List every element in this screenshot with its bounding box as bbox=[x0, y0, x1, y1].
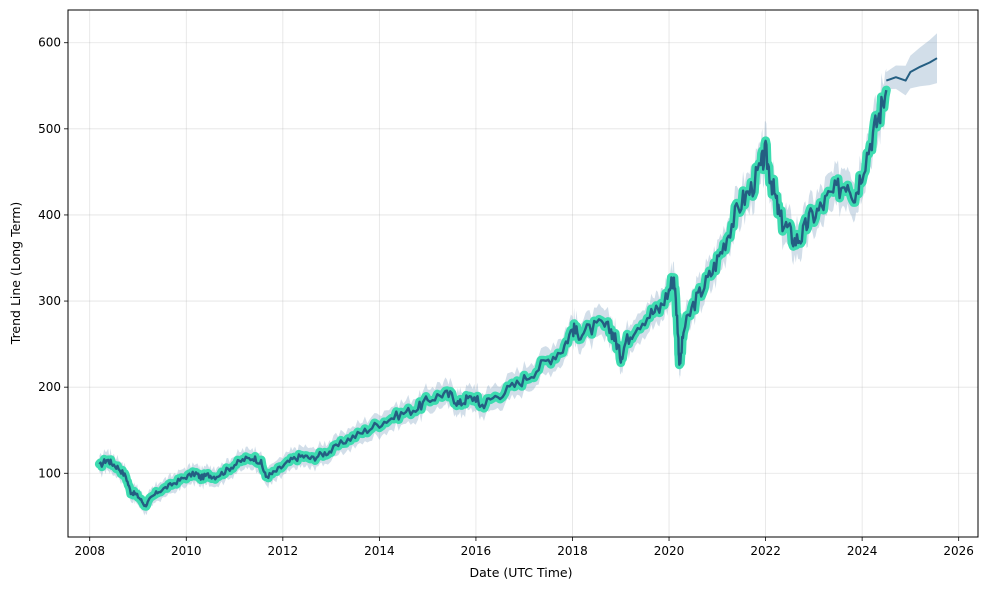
y-tick-label: 300 bbox=[38, 294, 61, 308]
y-axis-label: Trend Line (Long Term) bbox=[8, 202, 23, 345]
x-tick-label: 2018 bbox=[557, 544, 588, 558]
x-tick-label: 2020 bbox=[654, 544, 685, 558]
x-tick-label: 2016 bbox=[461, 544, 492, 558]
forecast-trend-line bbox=[885, 57, 938, 82]
x-tick-label: 2012 bbox=[268, 544, 299, 558]
grid-layer bbox=[68, 10, 978, 537]
history-trend-line bbox=[98, 89, 888, 508]
x-axis-label: Date (UTC Time) bbox=[470, 565, 573, 580]
y-tick-label: 500 bbox=[38, 122, 61, 136]
x-tick-label: 2008 bbox=[74, 544, 105, 558]
plot-frame bbox=[67, 9, 979, 538]
y-tick-label: 200 bbox=[38, 380, 61, 394]
x-tick-label: 2022 bbox=[750, 544, 781, 558]
y-tick-label: 400 bbox=[38, 208, 61, 222]
x-tick-label: 2014 bbox=[364, 544, 395, 558]
y-tick-label: 600 bbox=[38, 36, 61, 50]
x-tick-label: 2026 bbox=[943, 544, 974, 558]
x-tick-label: 2010 bbox=[171, 544, 202, 558]
series-layer bbox=[94, 33, 938, 516]
y-tick-label: 100 bbox=[38, 466, 61, 480]
tick-layer: 2008 2010 2012 2014 2016 2018 2020 2022 2024 2026… bbox=[38, 36, 974, 558]
x-tick-label: 2024 bbox=[847, 544, 878, 558]
